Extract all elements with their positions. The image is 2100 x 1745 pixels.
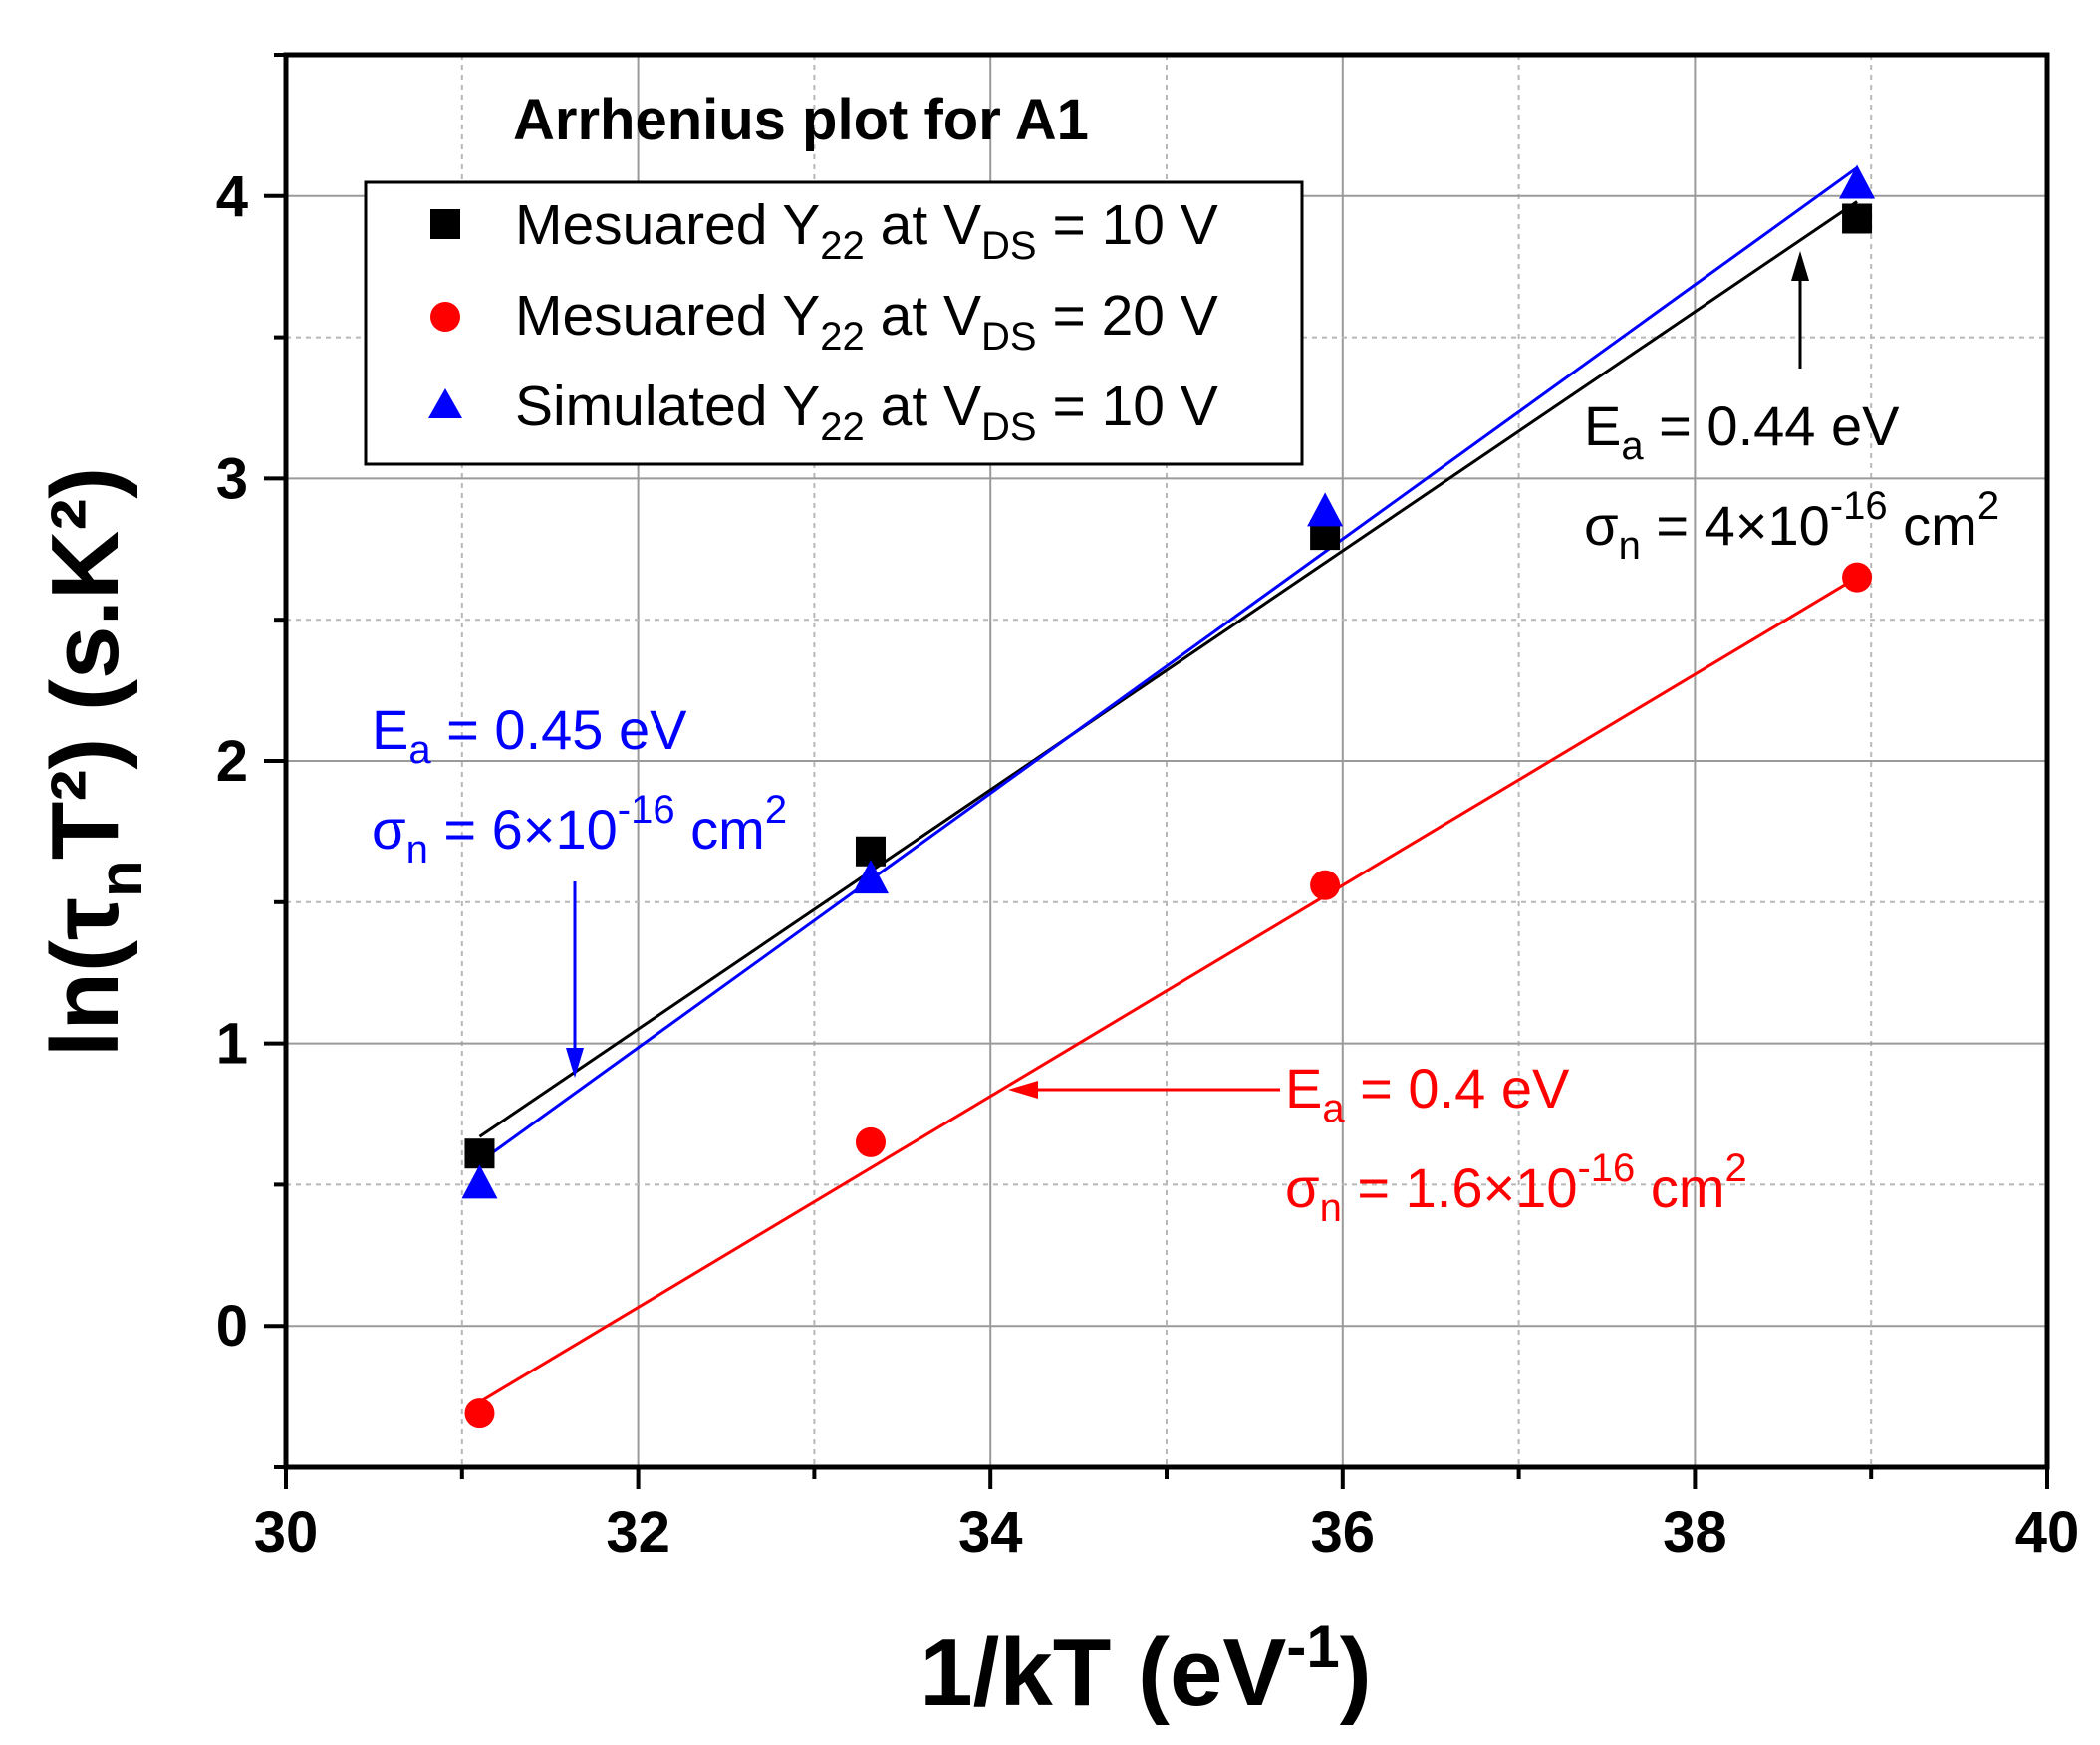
x-tick-label: 38 — [1663, 1500, 1727, 1565]
x-tick-label: 32 — [606, 1500, 670, 1565]
data-point-triangle — [461, 1164, 498, 1199]
data-point-circle — [1842, 562, 1873, 593]
red-activation-energy: Ea = 0.4 eV — [1285, 1057, 1570, 1130]
y-axis-title: ln(τnT²) (s.K²) — [32, 467, 155, 1058]
data-point-circle — [464, 1398, 495, 1429]
annotation-red: Ea = 0.4 eV σn = 1.6×10-16 cm2 — [1285, 1057, 1747, 1230]
y-tick-label: 1 — [216, 1012, 248, 1077]
fit-line-series-1 — [478, 576, 1858, 1404]
legend-marker-square — [430, 209, 460, 239]
chart-title: Arrhenius plot for A1 — [513, 88, 1089, 152]
y-tick-label: 2 — [216, 729, 248, 794]
annotation-black: Ea = 0.44 eV σn = 4×10-16 cm2 — [1584, 394, 1999, 568]
data-point-square — [1842, 203, 1873, 234]
x-tick-label: 30 — [254, 1500, 319, 1565]
legend-marker-circle — [430, 302, 460, 332]
annotation-arrows — [566, 251, 1809, 1099]
fit-line-series-0 — [478, 200, 1858, 1138]
x-tick-label: 36 — [1311, 1500, 1376, 1565]
legend-label-simulated-10v: Simulated Y22 at VDS = 10 V — [515, 374, 1218, 449]
data-point-square — [464, 1138, 495, 1169]
x-tick-label: 40 — [2015, 1500, 2080, 1565]
fit-lines — [478, 166, 1858, 1404]
data-point-triangle — [852, 860, 889, 894]
blue-annotation-arrowhead — [566, 1048, 584, 1078]
red-annotation-arrowhead — [1008, 1081, 1038, 1099]
blue-cross-section: σn = 6×10-16 cm2 — [372, 788, 787, 872]
x-axis-title: 1/kT (eV-1) — [919, 1614, 1371, 1726]
black-annotation-arrowhead — [1791, 251, 1809, 281]
legend-label-measured-20v: Mesuared Y22 at VDS = 20 V — [515, 284, 1218, 359]
data-point-triangle — [1839, 164, 1876, 199]
data-point-triangle — [1307, 492, 1344, 527]
x-tick-label: 34 — [958, 1500, 1023, 1565]
y-tick-label: 0 — [216, 1294, 248, 1359]
legend-marker-triangle — [428, 388, 462, 418]
annotation-blue: Ea = 0.45 eV σn = 6×10-16 cm2 — [372, 698, 787, 872]
y-tick-label: 3 — [216, 446, 248, 511]
y-tick-label: 4 — [216, 164, 248, 229]
legend-label-measured-10v: Mesuared Y22 at VDS = 10 V — [515, 193, 1218, 268]
legend-box — [364, 180, 1304, 466]
black-cross-section: σn = 4×10-16 cm2 — [1584, 484, 1999, 568]
data-markers — [461, 164, 1876, 1429]
red-cross-section: σn = 1.6×10-16 cm2 — [1285, 1146, 1747, 1230]
blue-activation-energy: Ea = 0.45 eV — [372, 698, 687, 772]
fit-line-series-2 — [478, 166, 1858, 1163]
legend: Mesuared Y22 at VDS = 10 V Mesuared Y22 … — [364, 180, 1304, 466]
data-point-circle — [855, 1126, 886, 1157]
black-activation-energy: Ea = 0.44 eV — [1584, 394, 1900, 468]
data-point-circle — [1310, 870, 1341, 900]
